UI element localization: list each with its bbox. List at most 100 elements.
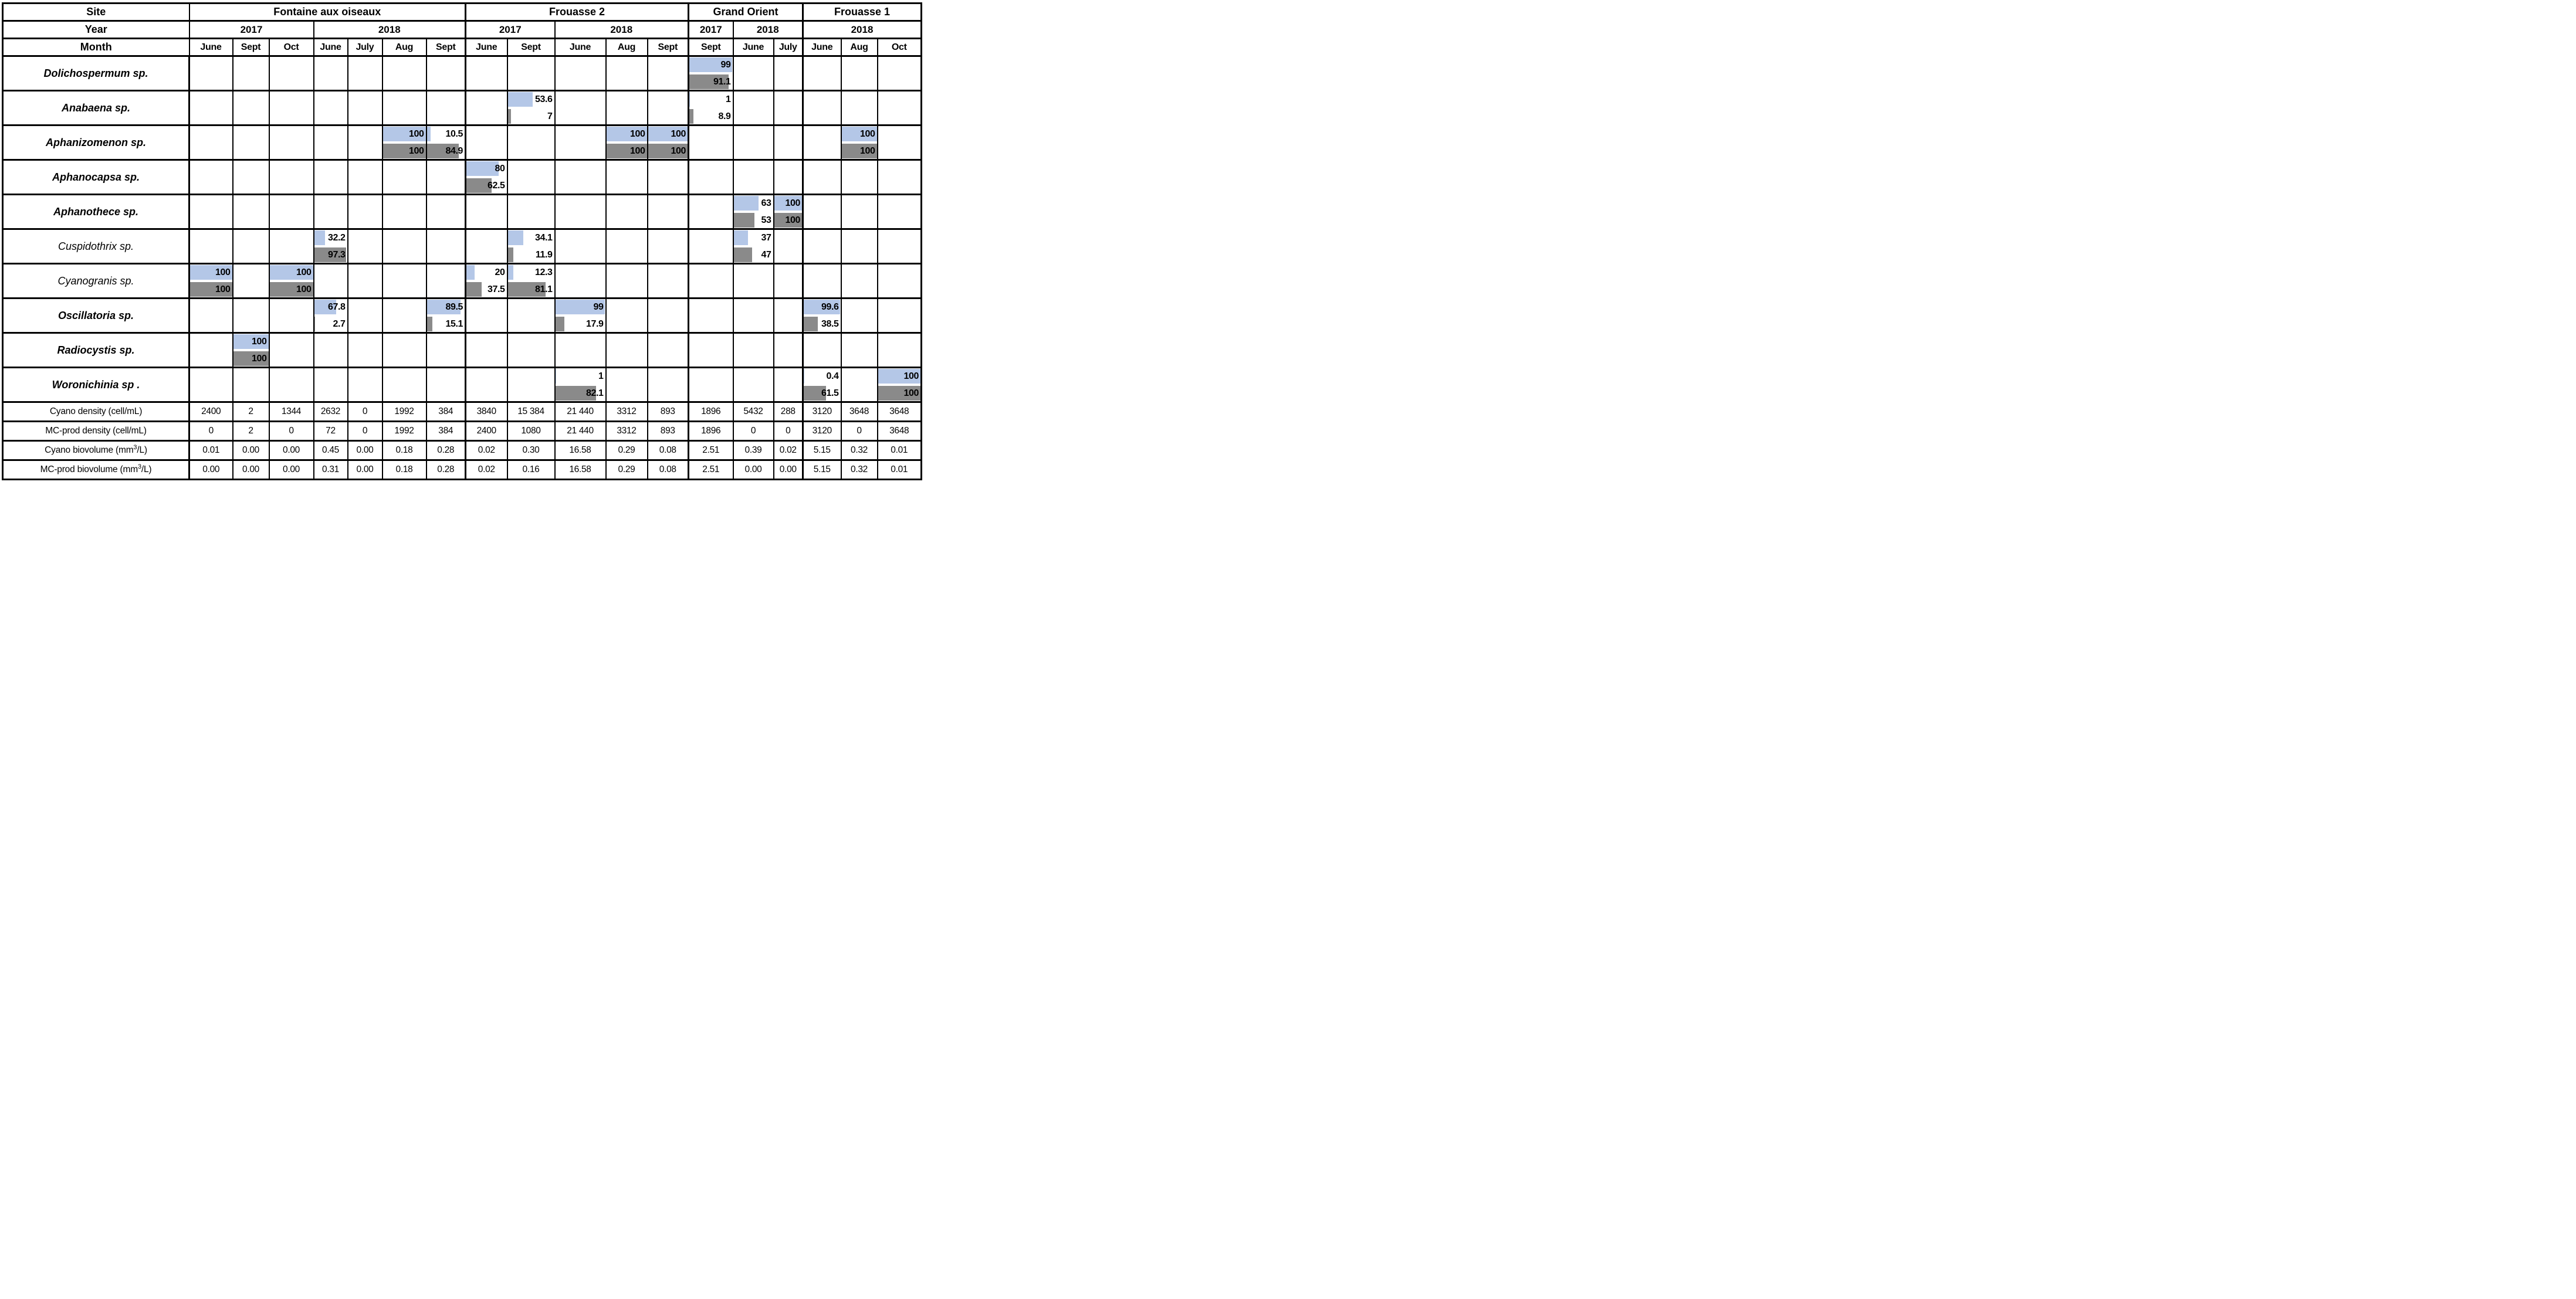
year-row-label: Year bbox=[2, 20, 190, 39]
abundance-cell bbox=[347, 124, 383, 161]
abundance-cell bbox=[347, 332, 383, 368]
abundance-bars: 99 91.1 bbox=[689, 57, 732, 89]
blue-bar bbox=[270, 265, 313, 280]
abundance-cell bbox=[268, 332, 314, 368]
abundance-cell bbox=[268, 124, 314, 161]
gray-bar bbox=[774, 213, 801, 228]
abundance-cell: 100 100 bbox=[840, 124, 878, 161]
month-header-cell: June bbox=[554, 38, 607, 57]
site-row-label: Site bbox=[2, 2, 190, 22]
metric-value-cell: 384 bbox=[425, 420, 466, 442]
metric-value-cell: 2632 bbox=[313, 401, 348, 422]
abundance-cell bbox=[802, 124, 842, 161]
abundance-bars: 99.6 38.5 bbox=[804, 300, 840, 331]
metric-value-cell: 0.18 bbox=[381, 459, 427, 480]
blue-bar-track: 80 bbox=[466, 161, 506, 176]
abundance-cell bbox=[465, 332, 508, 368]
metric-value-cell: 1896 bbox=[688, 401, 734, 422]
metric-value-cell: 0.01 bbox=[188, 440, 233, 461]
abundance-bars: 37 47 bbox=[734, 230, 773, 262]
year-header-cell: 2018 bbox=[313, 20, 466, 39]
metric-value-cell: 0.00 bbox=[188, 459, 233, 480]
blue-bar-value: 100 bbox=[252, 336, 267, 347]
blue-bar-value: 100 bbox=[785, 198, 801, 208]
blue-bar bbox=[689, 92, 690, 107]
site-header-cell: Grand Orient bbox=[688, 2, 804, 22]
abundance-cell bbox=[773, 55, 804, 91]
blue-bar-track: 100 bbox=[270, 265, 313, 280]
metric-value-cell: 893 bbox=[646, 420, 689, 442]
species-name: Aphanizomenon sp. bbox=[2, 124, 190, 161]
metric-label-text-end: /L) bbox=[137, 445, 147, 455]
metric-value-cell: 3312 bbox=[605, 401, 648, 422]
species-name: Dolichospermum sp. bbox=[2, 55, 190, 91]
metric-value-cell: 0.00 bbox=[232, 459, 270, 480]
blue-bar-track: 89.5 bbox=[427, 300, 464, 314]
metric-value-cell: 0 bbox=[773, 420, 804, 442]
metric-value-cell: 0.08 bbox=[646, 459, 689, 480]
abundance-cell: 100 100 bbox=[268, 263, 314, 299]
gray-bar-track: 100 bbox=[270, 282, 313, 297]
abundance-bars: 100 100 bbox=[383, 127, 425, 158]
abundance-cell bbox=[554, 263, 607, 299]
gray-bar-value: 37.5 bbox=[487, 284, 505, 294]
abundance-bars: 1 8.9 bbox=[689, 92, 732, 124]
year-header-cell: 2017 bbox=[465, 20, 556, 39]
abundance-bars: 1 82.1 bbox=[556, 369, 605, 401]
abundance-cell bbox=[313, 194, 348, 230]
gray-bar-value: 11.9 bbox=[535, 249, 553, 260]
abundance-cell bbox=[347, 367, 383, 403]
blue-bar bbox=[734, 196, 759, 211]
metric-value-cell: 3648 bbox=[876, 420, 922, 442]
abundance-cell bbox=[646, 367, 689, 403]
blue-bar-value: 100 bbox=[671, 128, 686, 139]
gray-bar-value: 47 bbox=[761, 249, 771, 260]
abundance-cell: 1 8.9 bbox=[688, 90, 734, 126]
abundance-cell bbox=[268, 90, 314, 126]
metric-value-cell: 0.28 bbox=[425, 459, 466, 480]
abundance-cell bbox=[646, 194, 689, 230]
gray-bar-value: 81.1 bbox=[534, 284, 553, 294]
abundance-cell bbox=[232, 90, 270, 126]
abundance-cell: 99 91.1 bbox=[688, 55, 734, 91]
blue-bar-track: 100 bbox=[774, 196, 801, 211]
abundance-cell bbox=[876, 159, 922, 195]
gray-bar bbox=[689, 109, 693, 124]
abundance-cell bbox=[802, 228, 842, 264]
gray-bar-track: 91.1 bbox=[689, 74, 732, 89]
metric-value-cell: 893 bbox=[646, 401, 689, 422]
metric-value-cell: 0.31 bbox=[313, 459, 348, 480]
site-header-row: Site Fontaine aux oiseaux Frouasse 2 Grand … bbox=[2, 2, 922, 22]
gray-bar-value: 62.5 bbox=[487, 180, 505, 191]
abundance-cell bbox=[425, 90, 466, 126]
abundance-cell bbox=[802, 55, 842, 91]
abundance-cell: 0.4 61.5 bbox=[802, 367, 842, 403]
blue-bar bbox=[427, 127, 431, 141]
metric-value-cell: 1992 bbox=[381, 420, 427, 442]
month-header-cell: Sept bbox=[646, 38, 689, 57]
blue-bar bbox=[233, 334, 268, 349]
blue-bar bbox=[774, 196, 801, 211]
month-header-cell: Aug bbox=[840, 38, 878, 57]
blue-bar-value: 100 bbox=[215, 267, 231, 277]
abundance-cell bbox=[554, 159, 607, 195]
abundance-cell bbox=[688, 263, 734, 299]
abundance-bars: 63 53 bbox=[734, 196, 773, 228]
metric-value-cell: 0.29 bbox=[605, 440, 648, 461]
month-header-cell: Sept bbox=[506, 38, 556, 57]
month-header-cell: June bbox=[802, 38, 842, 57]
year-header-cell: 2018 bbox=[554, 20, 689, 39]
gray-bar-track: 8.9 bbox=[689, 109, 732, 124]
abundance-cell: 12.3 81.1 bbox=[506, 263, 556, 299]
month-header-cell: Sept bbox=[232, 38, 270, 57]
abundance-cell bbox=[554, 90, 607, 126]
abundance-cell bbox=[232, 194, 270, 230]
species-name: Aphanothece sp. bbox=[2, 194, 190, 230]
blue-bar-track: 53.6 bbox=[508, 92, 554, 107]
metric-value-cell: 2400 bbox=[188, 401, 233, 422]
abundance-cell bbox=[646, 228, 689, 264]
cyanobacteria-abundance-table: Site Fontaine aux oiseaux Frouasse 2 Grand … bbox=[2, 2, 922, 480]
abundance-cell: 100 100 bbox=[188, 263, 233, 299]
abundance-cell bbox=[347, 297, 383, 334]
gray-bar bbox=[270, 282, 313, 297]
